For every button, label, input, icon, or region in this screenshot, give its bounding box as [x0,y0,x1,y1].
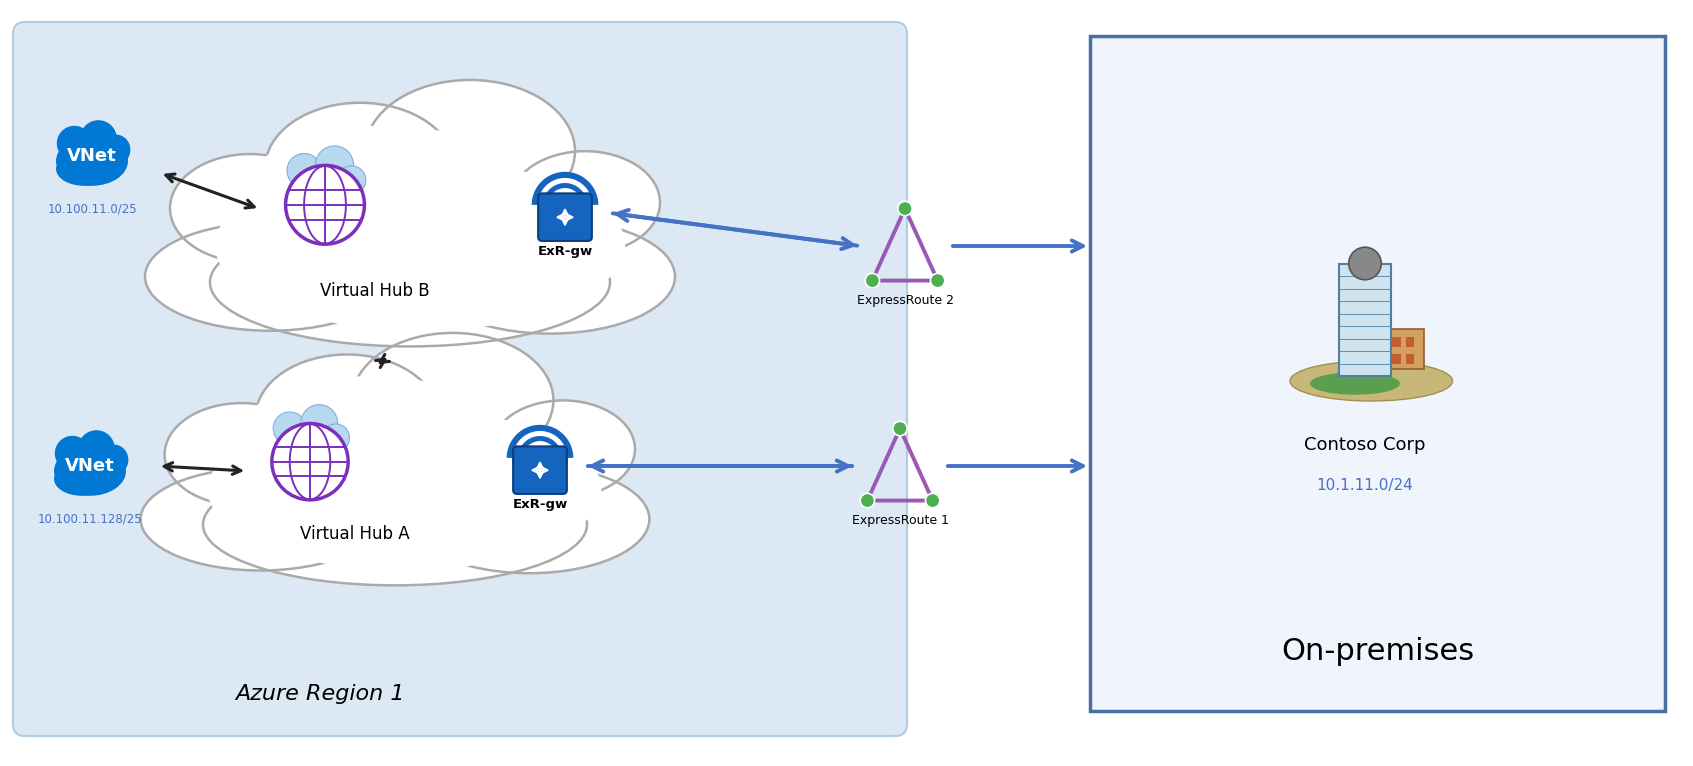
Text: Virtual Hub B: Virtual Hub B [320,282,430,300]
Ellipse shape [141,468,381,571]
Ellipse shape [301,404,337,441]
Ellipse shape [78,430,115,467]
Ellipse shape [210,218,609,346]
Ellipse shape [232,376,510,511]
Ellipse shape [322,424,349,452]
FancyBboxPatch shape [513,447,567,494]
Ellipse shape [54,447,125,496]
Circle shape [271,423,349,500]
Bar [1392,353,1400,364]
Circle shape [892,421,907,436]
Ellipse shape [279,423,340,453]
Circle shape [931,273,945,288]
Ellipse shape [510,151,660,254]
Ellipse shape [61,137,124,177]
Text: ExpressRoute 1: ExpressRoute 1 [852,514,948,527]
Ellipse shape [215,160,625,331]
Text: Azure Region 1: Azure Region 1 [235,684,405,704]
Ellipse shape [203,464,587,585]
Ellipse shape [256,355,438,479]
Ellipse shape [278,423,344,460]
Ellipse shape [273,412,306,445]
Text: ExR-gw: ExR-gw [537,245,593,258]
Ellipse shape [315,146,354,184]
Bar [1392,337,1400,347]
Ellipse shape [164,403,318,506]
Text: 10.100.11.128/25: 10.100.11.128/25 [37,512,142,525]
Ellipse shape [59,447,122,487]
Text: VNet: VNet [64,457,115,475]
Ellipse shape [208,408,601,571]
Ellipse shape [288,153,322,188]
Text: On-premises: On-premises [1282,637,1475,666]
Ellipse shape [291,165,359,203]
Bar [1405,337,1414,347]
FancyBboxPatch shape [1388,329,1424,368]
Text: Virtual Hub A: Virtual Hub A [300,525,410,543]
Ellipse shape [56,136,129,186]
FancyBboxPatch shape [14,22,907,736]
Ellipse shape [169,154,330,262]
Ellipse shape [58,126,91,161]
Ellipse shape [337,166,366,195]
Ellipse shape [352,333,554,468]
Ellipse shape [56,152,112,186]
Bar [1405,353,1414,364]
Circle shape [1349,247,1381,280]
Circle shape [562,215,567,219]
FancyBboxPatch shape [1339,264,1392,376]
Circle shape [860,493,875,508]
Text: 10.1.11.0/24: 10.1.11.0/24 [1317,478,1414,493]
Ellipse shape [100,444,129,475]
Ellipse shape [366,80,576,222]
Ellipse shape [1310,372,1400,394]
Circle shape [926,493,940,508]
Ellipse shape [410,465,650,573]
Ellipse shape [491,401,635,498]
Ellipse shape [266,103,455,234]
Circle shape [865,273,880,288]
Text: VNet: VNet [68,147,117,165]
FancyBboxPatch shape [1090,36,1664,711]
Text: Contoso Corp: Contoso Corp [1304,436,1426,454]
Circle shape [897,201,913,216]
Ellipse shape [240,126,530,268]
Circle shape [538,468,542,473]
Ellipse shape [425,220,676,334]
Ellipse shape [146,222,394,331]
Text: 10.100.11.0/25: 10.100.11.0/25 [47,202,137,215]
Ellipse shape [80,120,117,157]
Circle shape [284,165,366,244]
Ellipse shape [102,135,130,165]
Ellipse shape [54,462,110,496]
FancyBboxPatch shape [538,193,593,241]
Ellipse shape [295,165,356,195]
Text: ExpressRoute 2: ExpressRoute 2 [857,294,953,307]
Text: ExR-gw: ExR-gw [513,498,567,511]
Ellipse shape [54,436,90,471]
Ellipse shape [1290,361,1453,401]
